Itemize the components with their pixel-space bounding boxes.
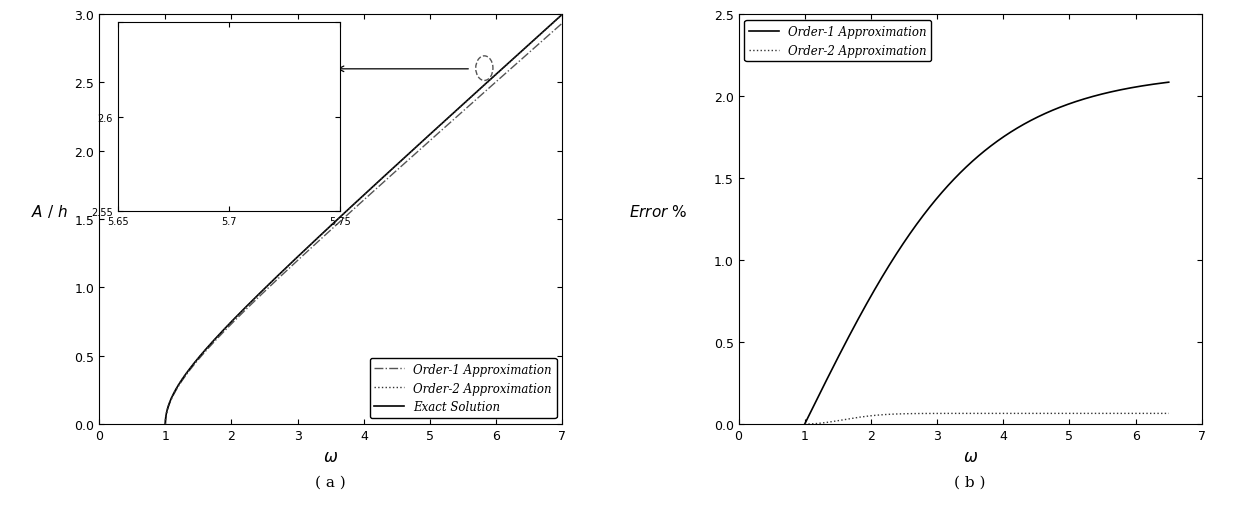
X-axis label: $\mathit{\omega}$: $\mathit{\omega}$ — [963, 447, 978, 466]
Legend: Order-1 Approximation, Order-2 Approximation: Order-1 Approximation, Order-2 Approxima… — [745, 21, 932, 62]
Text: ( b ): ( b ) — [954, 475, 986, 488]
Text: ( a ): ( a ) — [316, 475, 346, 488]
Y-axis label: $\mathit{A\ /\ h}$: $\mathit{A\ /\ h}$ — [31, 203, 68, 220]
X-axis label: $\mathit{\omega}$: $\mathit{\omega}$ — [323, 447, 338, 466]
Legend: Order-1 Approximation, Order-2 Approximation, Exact Solution: Order-1 Approximation, Order-2 Approxima… — [369, 358, 556, 418]
Y-axis label: $\mathit{Error\ \%}$: $\mathit{Error\ \%}$ — [629, 204, 688, 220]
